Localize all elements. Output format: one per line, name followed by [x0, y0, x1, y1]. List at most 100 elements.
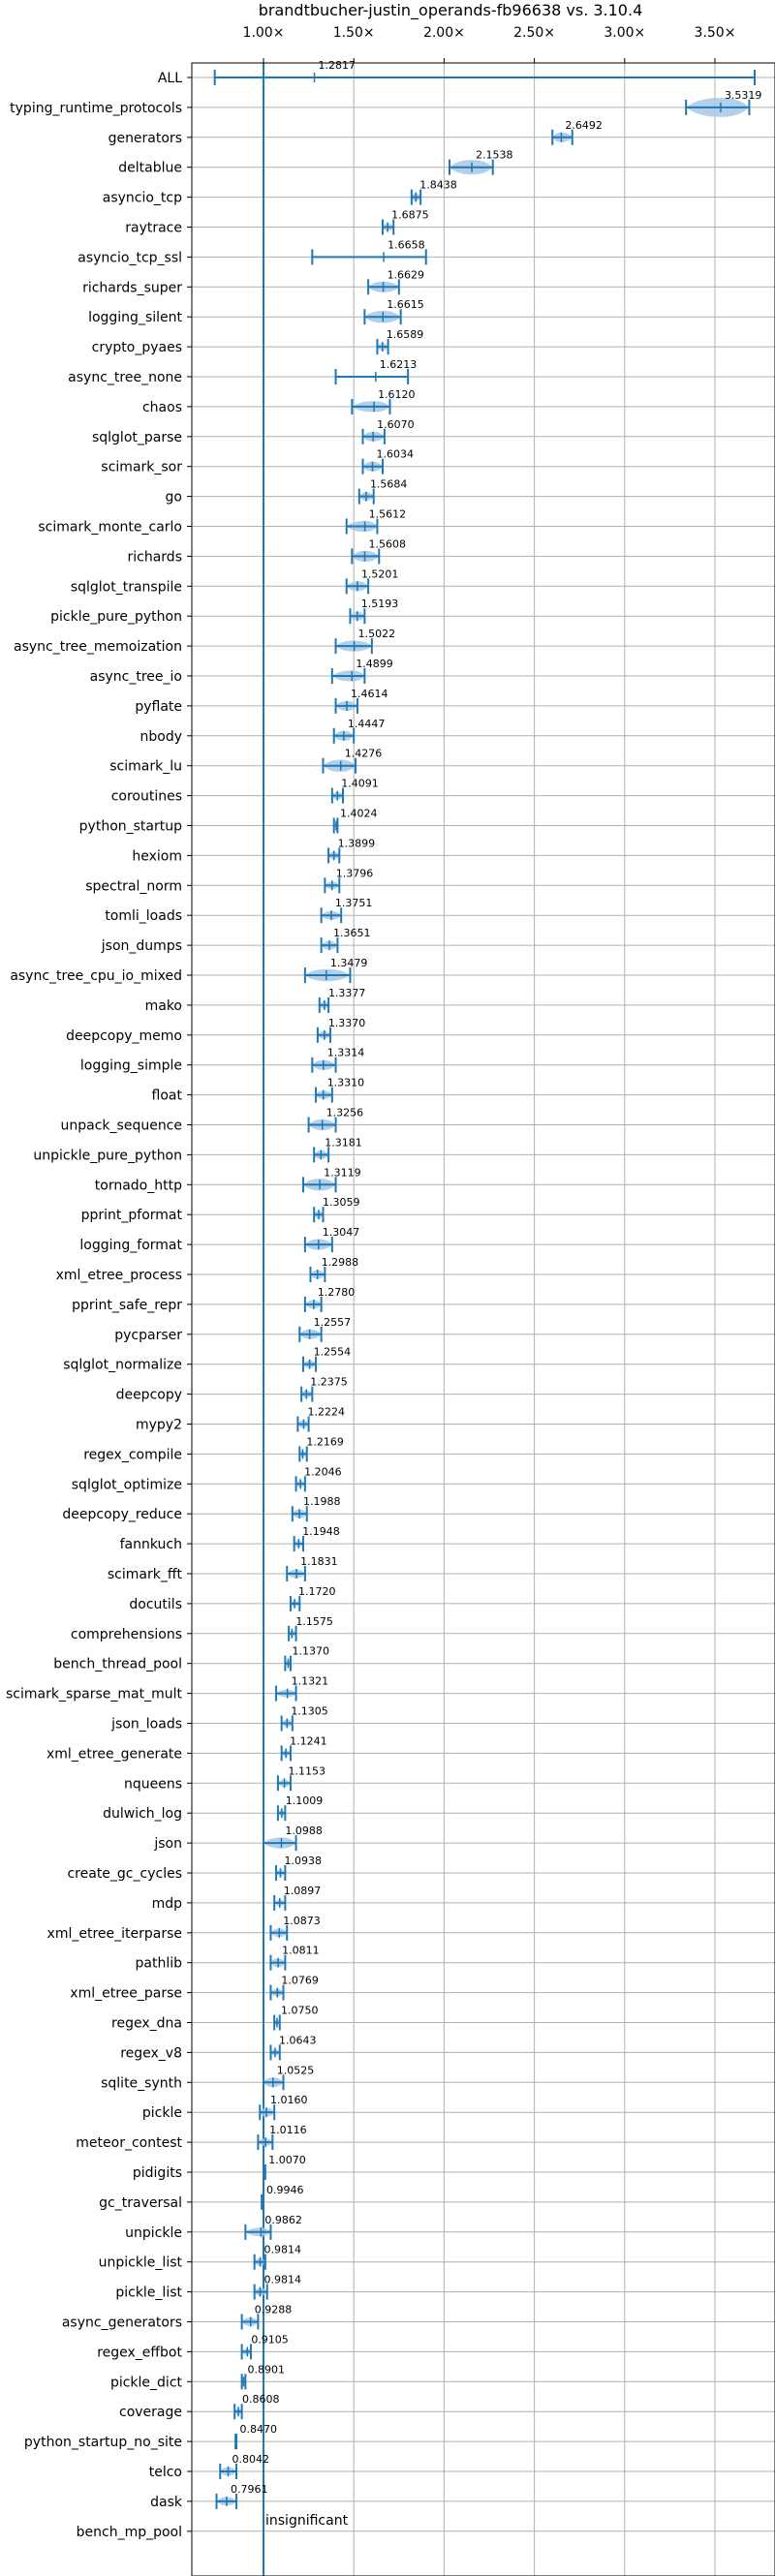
benchmark-label: python_startup_no_site — [24, 2435, 182, 2450]
value-label: 1.3059 — [323, 1196, 360, 1209]
value-label: 1.0643 — [279, 2034, 317, 2046]
mark-layer — [213, 63, 757, 2576]
benchmark-label: create_gc_cycles — [67, 1866, 182, 1882]
benchmark-label: richards_super — [82, 280, 182, 295]
value-label: 1.2169 — [306, 1435, 344, 1448]
benchmark-label: dulwich_log — [103, 1806, 182, 1822]
value-label: 1.3899 — [338, 837, 376, 849]
value-label: 1.5612 — [369, 508, 407, 521]
value-label: 1.0938 — [284, 1855, 322, 1867]
benchmark-label: unpickle — [125, 2225, 182, 2241]
value-label: 1.5201 — [361, 567, 399, 580]
benchmark-label: sqlglot_optimize — [72, 1477, 182, 1492]
value-label: 1.0769 — [281, 1975, 319, 1987]
benchmark-label: chaos — [142, 400, 182, 415]
value-label: 1.1009 — [286, 1794, 324, 1807]
benchmark-label: logging_simple — [80, 1058, 182, 1074]
benchmark-label: pickle_dict — [110, 2375, 183, 2390]
benchmark-label: deepcopy — [116, 1388, 182, 1403]
value-label: 1.0070 — [268, 2154, 306, 2166]
x-tick-label: 1.50× — [333, 25, 375, 41]
value-label: 2.6492 — [565, 119, 603, 132]
benchmark-label: pprint_pformat — [81, 1208, 183, 1223]
value-label: 1.4899 — [356, 658, 393, 670]
benchmark-label: tomli_loads — [105, 908, 182, 924]
benchmark-label: mdp — [152, 1896, 183, 1912]
value-label: 1.1948 — [302, 1525, 340, 1538]
value-label: 1.2375 — [310, 1376, 348, 1389]
benchmark-label: spectral_norm — [85, 878, 182, 894]
value-label: 1.0873 — [283, 1915, 321, 1927]
benchmark-label: scimark_monte_carlo — [38, 520, 182, 536]
value-label: 0.8901 — [248, 2363, 286, 2376]
benchmark-label: scimark_fft — [108, 1567, 183, 1582]
value-label: 1.2224 — [307, 1406, 345, 1419]
value-label: 1.0811 — [282, 1945, 320, 1957]
benchmark-label: sqlglot_parse — [92, 430, 182, 445]
benchmark-label: docutils — [129, 1597, 182, 1612]
value-label: 0.9105 — [251, 2333, 289, 2346]
value-label: 1.1370 — [293, 1645, 330, 1658]
value-label: 1.0160 — [270, 2094, 308, 2106]
benchmark-label: pickle_pure_python — [50, 609, 182, 625]
benchmark-label: async_tree_io — [90, 669, 182, 685]
value-label: 1.2988 — [322, 1256, 359, 1269]
benchmark-label: regex_compile — [83, 1447, 182, 1462]
x-tick-label: 3.50× — [695, 25, 736, 41]
benchmark-label: pathlib — [136, 1956, 183, 1972]
value-label: 1.8438 — [419, 179, 457, 192]
value-label: 0.9814 — [264, 2244, 302, 2256]
benchmark-label: asyncio_tcp — [103, 191, 182, 206]
value-label: 1.1153 — [288, 1764, 326, 1777]
benchmark-label: json_dumps — [101, 938, 182, 954]
value-label: 1.1831 — [300, 1555, 338, 1568]
value-label: 1.3651 — [333, 927, 371, 939]
benchmark-label: sqlglot_normalize — [63, 1358, 182, 1373]
value-label: 1.6589 — [387, 328, 424, 341]
x-tick-label: 1.00× — [243, 25, 285, 41]
value-label: 1.3119 — [324, 1166, 361, 1179]
insignificant-label: insignificant — [265, 2513, 349, 2529]
value-label: 0.8608 — [242, 2393, 279, 2406]
benchmark-label: pickle_list — [115, 2285, 182, 2301]
benchmark-label: mako — [145, 998, 182, 1014]
value-label: 1.1241 — [290, 1734, 327, 1747]
benchmark-label: async_generators — [62, 2315, 182, 2331]
value-label: 1.3370 — [328, 1017, 366, 1029]
value-label: 1.6615 — [387, 298, 424, 311]
benchmark-label: regex_effbot — [97, 2345, 182, 2360]
benchmark-label: dask — [150, 2495, 183, 2510]
x-tick-label: 2.50× — [513, 25, 555, 41]
benchmark-label: hexiom — [132, 848, 182, 864]
benchmark-label: float — [152, 1089, 183, 1104]
value-label: 1.5684 — [370, 478, 408, 491]
benchmark-label: richards — [128, 549, 183, 565]
benchmark-label: xml_etree_iterparse — [47, 1926, 182, 1942]
benchmark-label: coverage — [119, 2405, 182, 2420]
value-label: 1.5022 — [358, 628, 396, 640]
benchmark-label: nqueens — [124, 1776, 182, 1792]
benchmark-label: fannkuch — [120, 1537, 182, 1552]
value-label: 1.3181 — [325, 1136, 362, 1149]
value-label: 1.1305 — [291, 1705, 328, 1718]
benchmark-label: mypy2 — [136, 1418, 182, 1433]
label-layer: 1.00× 1.50× 2.00× 2.50× 3.00× 3.50× ALL typing_… — [6, 25, 761, 2540]
value-label: 1.3377 — [328, 987, 366, 999]
benchmark-label: meteor_contest — [76, 2135, 182, 2151]
value-label: 0.9862 — [264, 2214, 302, 2226]
value-label: 1.4024 — [340, 808, 378, 820]
value-label: 1.3047 — [323, 1226, 360, 1239]
value-label: 1.5193 — [361, 598, 399, 610]
benchmark-label: xml_etree_process — [56, 1268, 182, 1283]
benchmark-label: scimark_lu — [109, 759, 182, 775]
value-label: 1.6658 — [388, 238, 425, 251]
benchmark-label: comprehensions — [71, 1627, 182, 1642]
value-label: 1.0525 — [277, 2064, 315, 2076]
benchmark-label: logging_silent — [88, 310, 182, 325]
benchmark-label: scimark_sparse_mat_mult — [6, 1687, 182, 1702]
benchmark-label: sqlite_synth — [101, 2075, 182, 2091]
benchmark-label: pidigits — [133, 2165, 182, 2181]
value-label: 1.6213 — [380, 358, 418, 371]
value-label: 3.5319 — [725, 89, 762, 102]
